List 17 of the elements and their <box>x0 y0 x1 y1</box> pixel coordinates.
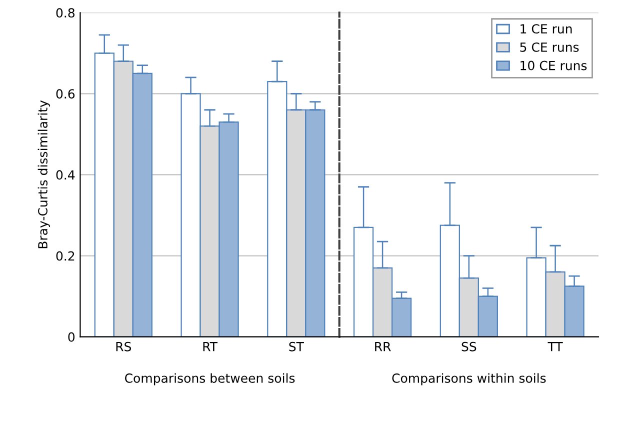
legend-label: 10 CE runs <box>520 60 587 70</box>
x-tick-label: TT <box>548 342 563 352</box>
y-axis-title: Bray-Curtis dissimilarity <box>38 100 50 248</box>
x-tick-label: RR <box>375 342 391 352</box>
x-tick-label: SS <box>462 342 476 352</box>
x-axis-title: Comparisons within soils <box>392 373 546 386</box>
legend-label: 1 CE run <box>520 24 572 34</box>
y-tick-label: 0.4 <box>56 170 75 180</box>
y-tick-label: 0.2 <box>56 251 74 261</box>
x-tick-label: ST <box>289 342 304 352</box>
x-tick-label: RT <box>203 342 218 352</box>
y-tick-label: 0 <box>68 332 75 342</box>
y-tick-label: 0.8 <box>56 8 74 18</box>
legend-label: 5 CE runs <box>520 42 579 52</box>
x-tick-label: RS <box>116 342 132 352</box>
y-tick-label: 0.6 <box>56 89 75 99</box>
x-axis-title: Comparisons between soils <box>124 373 295 386</box>
